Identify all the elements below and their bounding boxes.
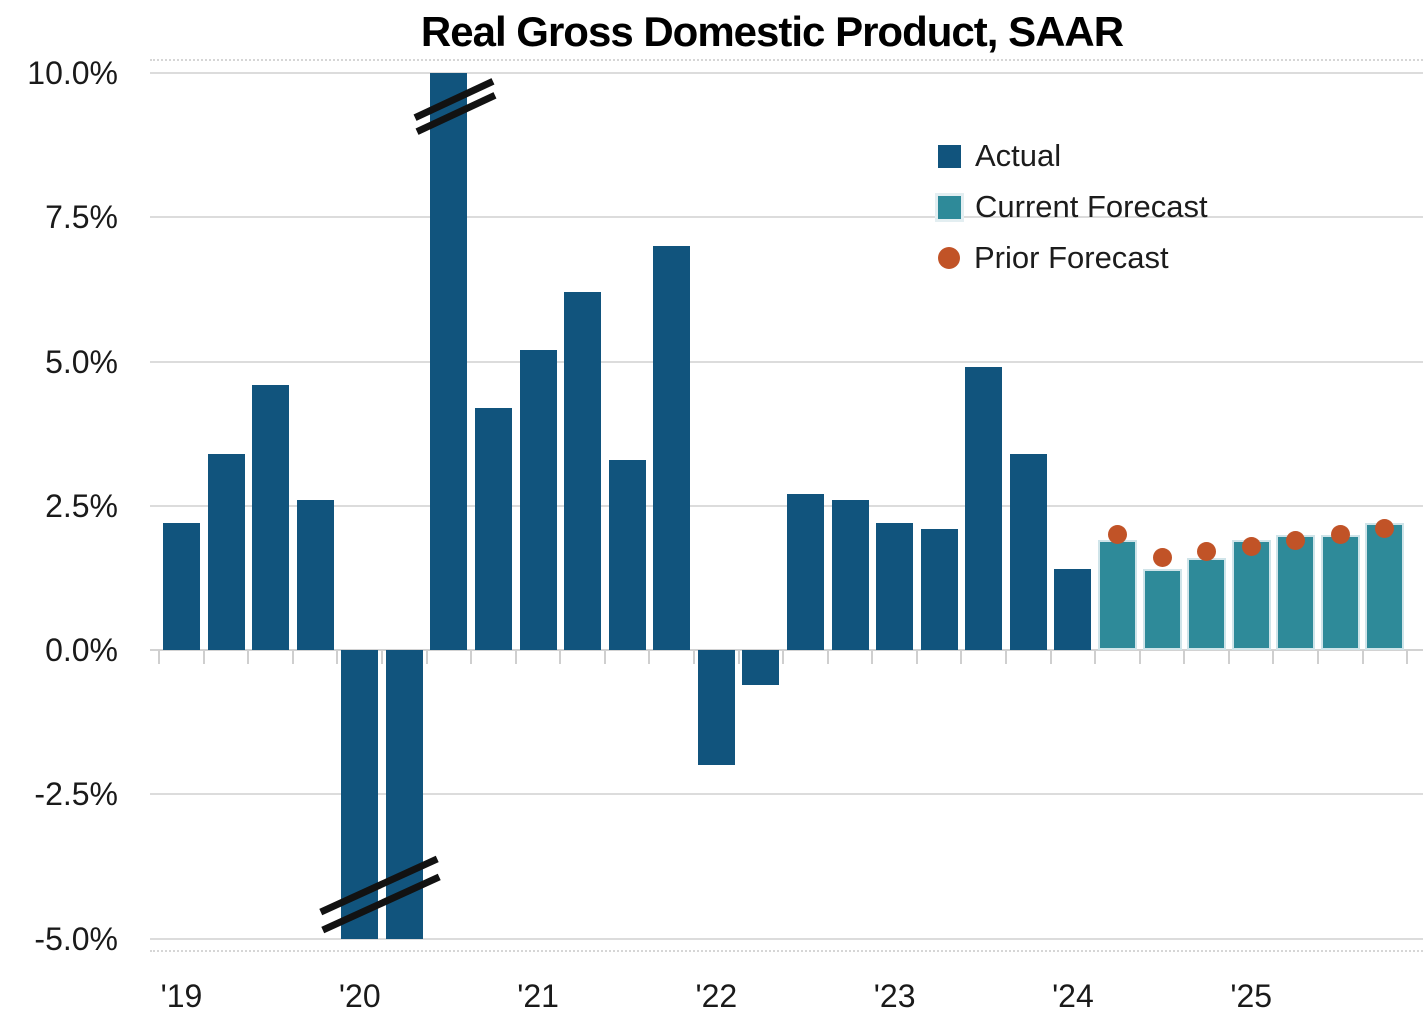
bar-current-forecast [1097, 540, 1137, 650]
quarter-tick [960, 650, 963, 664]
bar-actual [430, 73, 468, 650]
quarter-tick [1361, 650, 1364, 664]
prior-forecast-dot [1286, 530, 1306, 550]
quarter-tick [1183, 650, 1186, 664]
actual-swatch-icon [938, 144, 961, 168]
bar-actual [920, 528, 958, 650]
quarter-tick [381, 650, 384, 664]
quarter-tick [871, 650, 874, 664]
quarter-tick [603, 650, 606, 664]
quarter-tick [336, 650, 339, 664]
legend-item-prior-forecast: Prior Forecast [938, 240, 1208, 275]
legend-label: Current Forecast [975, 189, 1208, 224]
y-tick-label: 2.5% [45, 487, 118, 524]
bar-actual [207, 453, 245, 650]
current-forecast-swatch-icon [935, 192, 964, 222]
y-tick-label: 5.0% [45, 343, 118, 380]
bar-actual [876, 523, 914, 650]
legend-item-actual: Actual [938, 138, 1208, 173]
quarter-tick [1406, 650, 1409, 664]
bar-actual [296, 499, 334, 650]
prior-forecast-dot [1375, 519, 1395, 539]
gridline [150, 793, 1423, 796]
chart-title: Real Gross Domestic Product, SAAR [420, 8, 1124, 55]
legend-label: Actual [975, 138, 1062, 173]
prior-forecast-dot [1107, 525, 1127, 545]
bar-actual [786, 494, 824, 650]
quarter-tick [1049, 650, 1052, 664]
bar-actual [252, 384, 290, 650]
gridline [150, 360, 1423, 363]
x-tick-label: '23 [873, 978, 916, 1014]
y-tick-label: 10.0% [27, 55, 118, 91]
x-tick-label: '24 [1052, 978, 1094, 1014]
quarter-tick [514, 650, 517, 664]
legend-label: Prior Forecast [974, 240, 1169, 275]
bar-actual [564, 292, 602, 650]
y-tick-label: -2.5% [34, 776, 118, 813]
quarter-tick [291, 650, 294, 664]
bar-actual [1054, 569, 1092, 650]
bar-actual [608, 459, 646, 650]
bar-actual [697, 650, 735, 766]
quarter-tick [1227, 650, 1230, 664]
bar-current-forecast [1276, 534, 1316, 650]
gridline [150, 649, 1423, 651]
bar-actual [742, 650, 780, 685]
quarter-tick [425, 650, 428, 664]
bar-current-forecast [1365, 523, 1405, 650]
quarter-tick [1272, 650, 1275, 664]
bar-current-forecast [1320, 534, 1360, 650]
legend: Actual Current Forecast Prior Forecast [935, 138, 1208, 275]
gridline [150, 216, 1423, 219]
y-tick-label: -5.0% [34, 920, 118, 957]
bar-current-forecast [1187, 557, 1227, 650]
prior-forecast-dot [1152, 548, 1172, 568]
prior-forecast-dot [1197, 542, 1217, 562]
quarter-tick [737, 650, 740, 664]
y-tick-label: 7.5% [45, 199, 118, 236]
x-tick-label: '25 [1230, 978, 1273, 1014]
x-tick-label: '21 [517, 978, 559, 1014]
quarter-tick [1138, 650, 1141, 664]
quarter-tick [1094, 650, 1097, 664]
quarter-tick [1317, 650, 1320, 664]
bar-actual [474, 407, 512, 650]
prior-forecast-dot [1241, 536, 1261, 556]
quarter-tick [158, 650, 161, 664]
bar-current-forecast [1231, 540, 1271, 650]
bar-current-forecast [1142, 569, 1182, 650]
gridline [150, 72, 1423, 74]
quarter-tick [648, 650, 651, 664]
legend-item-current-forecast: Current Forecast [935, 189, 1208, 224]
bar-actual [519, 349, 557, 650]
quarter-tick [247, 650, 250, 664]
gridline [150, 937, 1423, 940]
quarter-tick [915, 650, 918, 664]
bar-actual [653, 246, 691, 650]
quarter-tick [693, 650, 696, 664]
prior-forecast-dot [1330, 525, 1350, 545]
prior-forecast-swatch-icon [938, 247, 960, 269]
bar-actual [831, 499, 869, 650]
bar-actual [163, 523, 200, 650]
quarter-tick [826, 650, 829, 664]
y-tick-label: 0.0% [45, 632, 118, 668]
x-tick-label: '19 [160, 978, 203, 1014]
plot-frame-line [150, 59, 1423, 61]
quarter-tick [202, 650, 205, 664]
plot-frame-line [150, 950, 1423, 952]
quarter-tick [1005, 650, 1008, 664]
bar-actual [965, 367, 1003, 650]
x-tick-label: '22 [695, 978, 738, 1014]
quarter-tick [470, 650, 473, 664]
bar-actual [1009, 453, 1047, 650]
gridline [150, 504, 1423, 507]
x-tick-label: '20 [338, 978, 381, 1014]
quarter-tick [559, 650, 562, 664]
quarter-tick [782, 650, 785, 664]
